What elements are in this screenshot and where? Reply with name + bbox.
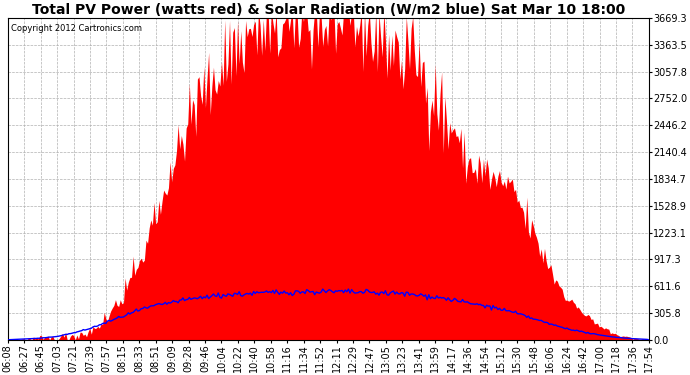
Text: Copyright 2012 Cartronics.com: Copyright 2012 Cartronics.com	[11, 24, 142, 33]
Title: Total PV Power (watts red) & Solar Radiation (W/m2 blue) Sat Mar 10 18:00: Total PV Power (watts red) & Solar Radia…	[32, 3, 625, 17]
